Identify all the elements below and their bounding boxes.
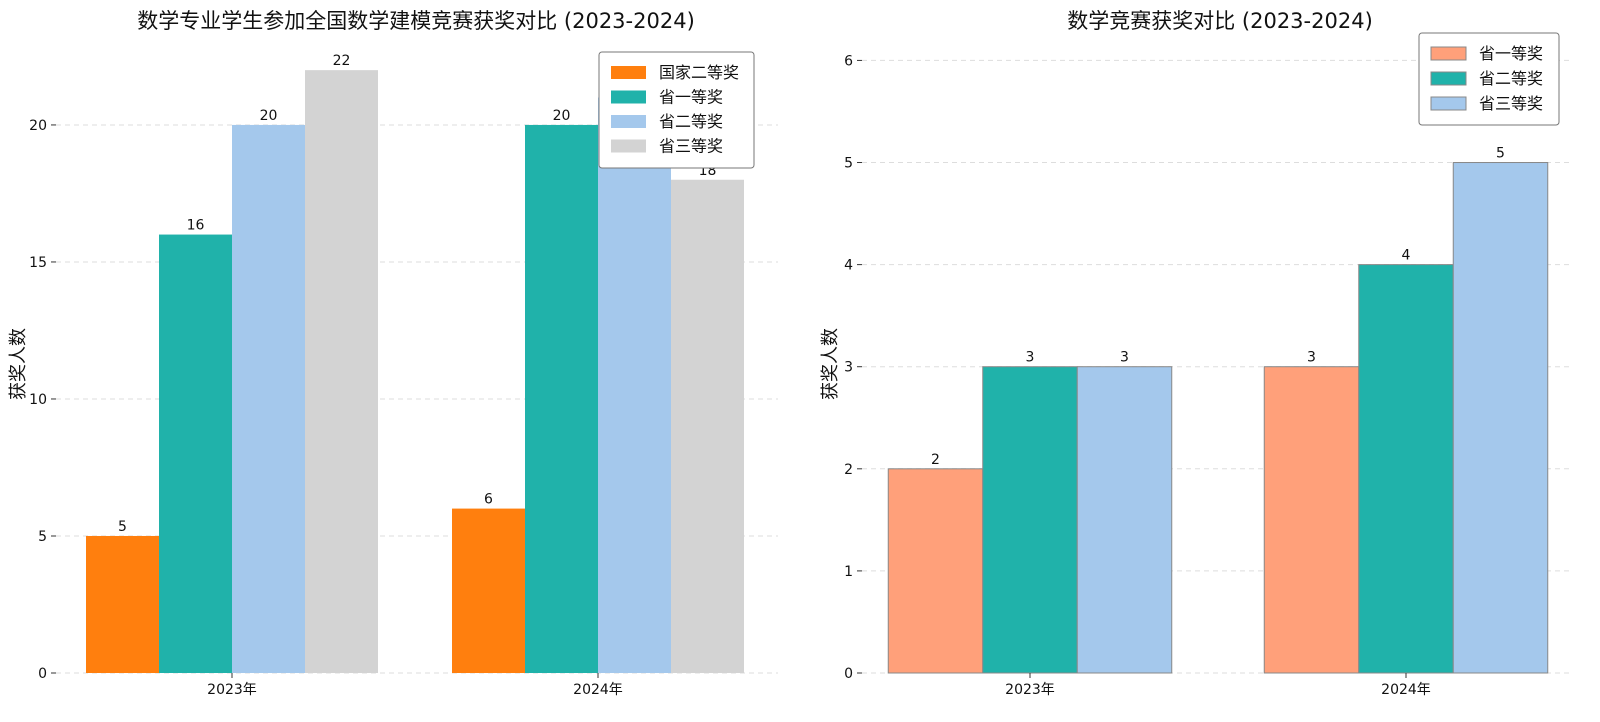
- y-tick-label: 10: [29, 392, 47, 408]
- x-tick-label: 2023年: [207, 682, 257, 698]
- legend-label: 省三等奖: [1479, 94, 1543, 113]
- chart-left: 数学专业学生参加全国数学建模竞赛获奖对比 (2023-2024) 获奖人数 0 5…: [8, 9, 778, 698]
- x-tick-label: 2024年: [1381, 682, 1431, 698]
- bar-value-label: 3: [1120, 350, 1129, 366]
- bar: [86, 535, 159, 673]
- x-tick-label: 2024年: [573, 682, 623, 698]
- y-tick-label: 1: [844, 564, 853, 580]
- legend-label: 省二等奖: [659, 112, 723, 131]
- bar: [1076, 366, 1173, 674]
- bar: [452, 508, 525, 673]
- legend-swatch: [611, 139, 646, 153]
- x-tick-label: 2023年: [1005, 682, 1055, 698]
- y-tick-label: 5: [38, 529, 47, 545]
- legend-label: 省一等奖: [659, 88, 723, 107]
- y-tick-label: 15: [29, 255, 47, 271]
- bar: [598, 97, 671, 673]
- bar-value-label: 6: [484, 492, 493, 508]
- chart-title: 数学竞赛获奖对比 (2023-2024): [1067, 9, 1373, 33]
- bar-value-label: 5: [1496, 146, 1505, 162]
- bar-value-label: 22: [333, 53, 351, 69]
- legend-swatch: [611, 66, 646, 79]
- bar: [232, 124, 305, 673]
- y-axis-label: 获奖人数: [8, 328, 29, 400]
- legend-label: 省二等奖: [1479, 69, 1543, 88]
- chart-right: 数学竞赛获奖对比 (2023-2024) 获奖人数 0 1 2 3 4 5 6 2 3 3 4 3 5 2…: [820, 9, 1570, 698]
- bar-value-label: 4: [1402, 248, 1411, 264]
- bar: [159, 234, 232, 673]
- y-tick-label: 0: [844, 666, 853, 682]
- bar: [1358, 264, 1454, 674]
- bar: [982, 366, 1078, 674]
- bar: [305, 70, 378, 673]
- legend-swatch: [611, 115, 646, 128]
- y-tick-label: 0: [38, 666, 47, 682]
- bar-value-label: 16: [187, 218, 205, 234]
- bar-value-label: 20: [553, 108, 571, 124]
- bar-value-label: 20: [260, 108, 278, 124]
- legend-label: 省一等奖: [1479, 44, 1543, 63]
- legend-box: [598, 51, 755, 169]
- y-tick-label: 3: [844, 360, 853, 376]
- legend-label: 省三等奖: [659, 137, 723, 156]
- y-tick-label: 2: [844, 462, 853, 478]
- legend-swatch: [1430, 71, 1467, 86]
- plot-area: 05101520561620202122182023年2024年国家二等奖省一等…: [29, 51, 778, 698]
- y-tick-label: 6: [844, 53, 853, 69]
- legend-swatch: [1430, 96, 1467, 111]
- bar: [1263, 366, 1360, 674]
- bar-value-label: 2: [931, 452, 940, 468]
- bar: [525, 124, 598, 673]
- y-tick-label: 5: [844, 156, 853, 172]
- bar-value-label: 3: [1307, 350, 1316, 366]
- legend-swatch: [1430, 46, 1467, 61]
- bar: [1452, 162, 1549, 674]
- bar-value-label: 5: [118, 519, 127, 535]
- y-tick-label: 4: [844, 258, 853, 274]
- y-axis-label: 获奖人数: [820, 328, 841, 400]
- chart-title: 数学专业学生参加全国数学建模竞赛获奖对比 (2023-2024): [137, 9, 695, 33]
- bar: [671, 179, 744, 674]
- bar: [887, 468, 984, 674]
- bar-value-label: 3: [1026, 350, 1035, 366]
- legend-swatch: [611, 90, 646, 104]
- y-tick-label: 20: [29, 118, 47, 134]
- legend-label: 国家二等奖: [659, 63, 739, 82]
